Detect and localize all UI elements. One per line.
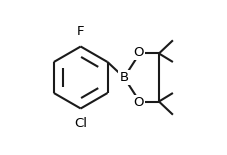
Text: Cl: Cl	[74, 117, 87, 130]
Text: O: O	[133, 46, 143, 59]
Text: B: B	[119, 71, 128, 84]
Text: O: O	[133, 96, 143, 109]
Text: F: F	[76, 25, 84, 38]
